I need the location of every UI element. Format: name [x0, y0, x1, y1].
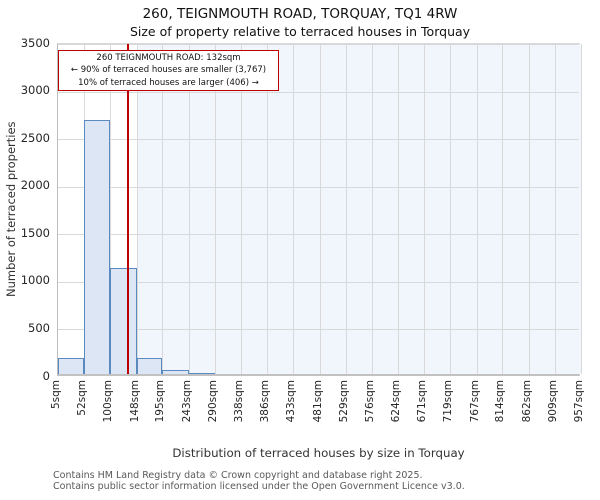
- annotation-property-line: 260 TEIGNMOUTH ROAD: 132sqm: [96, 53, 241, 63]
- vertical-grid-line: [267, 44, 269, 374]
- annotation-larger-line: 10% of terraced houses are larger (406) …: [78, 77, 259, 88]
- vertical-grid-line: [581, 44, 582, 374]
- chart-subtitle: Size of property relative to terraced ho…: [129, 24, 471, 39]
- vertical-grid-line: [162, 44, 164, 374]
- vertical-grid-line: [502, 44, 504, 374]
- vertical-grid-line: [450, 44, 452, 374]
- x-tick-label: 290sqm: [206, 380, 219, 423]
- histogram-bar: [58, 357, 84, 374]
- vertical-grid-line: [554, 44, 556, 374]
- footer-line-2: Contains public sector information licen…: [53, 480, 465, 492]
- vertical-grid-line: [398, 44, 400, 374]
- histogram-bar: [110, 268, 137, 374]
- copyright-footer: Contains HM Land Registry data © Crown c…: [53, 470, 465, 492]
- x-tick-label: 576sqm: [363, 380, 376, 423]
- y-tick-label: 2000: [20, 178, 50, 193]
- horizontal-grid-line: [58, 329, 579, 331]
- property-size-marker-line: [126, 44, 129, 374]
- x-tick-label: 243sqm: [180, 380, 193, 423]
- y-tick-label: 3000: [20, 83, 50, 98]
- plot-area: [57, 43, 582, 376]
- x-tick-label: 100sqm: [102, 380, 115, 423]
- x-tick-label: 719sqm: [442, 380, 455, 423]
- x-tick-label: 386sqm: [259, 380, 272, 423]
- x-tick-label: 862sqm: [520, 380, 533, 423]
- x-tick-label: 624sqm: [390, 380, 403, 423]
- horizontal-grid-line: [58, 91, 579, 93]
- y-tick-label: 0: [42, 368, 50, 383]
- x-tick-label: 5sqm: [50, 380, 62, 410]
- y-tick-label: 2500: [20, 130, 50, 145]
- vertical-grid-line: [345, 44, 347, 374]
- x-tick-label: 481sqm: [311, 380, 324, 423]
- shaded-region-larger: [136, 44, 581, 374]
- x-tick-label: 909sqm: [546, 380, 559, 423]
- vertical-grid-line: [188, 44, 190, 374]
- vertical-grid-line: [371, 44, 373, 374]
- vertical-grid-line: [476, 44, 478, 374]
- vertical-grid-line: [110, 44, 112, 374]
- footer-line-1: Contains HM Land Registry data © Crown c…: [53, 470, 423, 481]
- x-axis-label: Distribution of terraced houses by size …: [172, 446, 465, 460]
- vertical-grid-line: [240, 44, 242, 374]
- horizontal-grid-line: [58, 139, 579, 141]
- x-tick-label: 52sqm: [75, 380, 88, 416]
- x-tick-label: 814sqm: [494, 380, 507, 423]
- horizontal-grid-line: [58, 44, 579, 45]
- vertical-grid-line: [528, 44, 530, 374]
- horizontal-grid-line: [58, 186, 579, 188]
- x-tick-label: 671sqm: [415, 380, 428, 423]
- y-tick-label: 1000: [20, 273, 50, 288]
- vertical-grid-line: [293, 44, 295, 374]
- x-tick-label: 148sqm: [128, 380, 141, 423]
- y-tick-label: 500: [28, 320, 50, 335]
- vertical-grid-line: [423, 44, 425, 374]
- x-tick-label: 767sqm: [468, 380, 481, 423]
- x-tick-label: 529sqm: [337, 380, 350, 423]
- vertical-grid-line: [319, 44, 321, 374]
- histogram-bar: [188, 372, 215, 374]
- y-tick-label: 1500: [20, 225, 50, 240]
- histogram-bar: [136, 357, 163, 374]
- x-tick-label: 338sqm: [232, 380, 245, 423]
- x-tick-label: 433sqm: [285, 380, 298, 423]
- histogram-bar: [83, 119, 111, 374]
- vertical-grid-line: [214, 44, 216, 374]
- chart-title: 260, TEIGNMOUTH ROAD, TORQUAY, TQ1 4RW: [142, 6, 458, 22]
- horizontal-grid-line: [58, 234, 579, 236]
- annotation-box: 260 TEIGNMOUTH ROAD: 132sqm ← 90% of ter…: [58, 50, 279, 91]
- x-tick-label: 957sqm: [573, 380, 585, 423]
- x-tick-label: 195sqm: [154, 380, 167, 423]
- vertical-grid-line: [136, 44, 138, 374]
- y-tick-label: 3500: [20, 35, 50, 50]
- horizontal-grid-line: [58, 281, 579, 283]
- histogram-bar: [162, 369, 189, 374]
- annotation-smaller-line: ← 90% of terraced houses are smaller (3,…: [70, 65, 267, 76]
